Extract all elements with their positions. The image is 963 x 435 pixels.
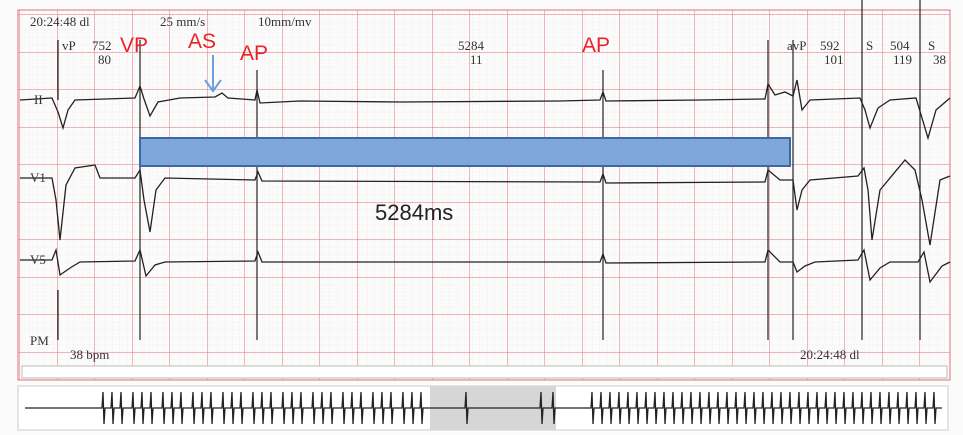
marker-label: vP bbox=[62, 38, 76, 53]
lead-label: II bbox=[34, 92, 43, 107]
lead-label: V5 bbox=[30, 252, 46, 267]
ecg-screenshot: 20:24:48 dl 25 mm/s 10mm/mv vP 752 80 52… bbox=[0, 0, 963, 435]
marker-value: 752 bbox=[92, 38, 112, 53]
annotation: AP bbox=[240, 42, 268, 65]
footer-rate: 38 bpm bbox=[70, 347, 109, 362]
page: {"header": {"time": "20:24:48 dl", "spee… bbox=[0, 0, 963, 435]
marker-value: 504 bbox=[890, 38, 910, 53]
major-grid bbox=[18, 10, 950, 380]
marker-value: 38 bbox=[933, 52, 946, 67]
marker-value: 592 bbox=[820, 38, 840, 53]
marker-value: 11 bbox=[470, 52, 483, 67]
footer-mode: PM bbox=[30, 333, 49, 348]
annotation: AS bbox=[188, 30, 216, 53]
header-speed: 25 mm/s bbox=[160, 14, 205, 29]
marker-label: avP bbox=[787, 38, 807, 53]
annotation: VP bbox=[120, 34, 148, 57]
marker-value: 5284 bbox=[458, 38, 485, 53]
event-bar bbox=[22, 366, 947, 378]
marker-label: S bbox=[866, 38, 873, 53]
annotation: AP bbox=[582, 34, 610, 57]
lead-label: V1 bbox=[30, 170, 46, 185]
marker-value: 119 bbox=[893, 52, 912, 67]
footer-time: 20:24:48 dl bbox=[800, 347, 860, 362]
measurement: 5284ms bbox=[375, 200, 453, 225]
header-gain: 10mm/mv bbox=[258, 14, 312, 29]
marker-value: 80 bbox=[98, 52, 111, 67]
marker-label: S bbox=[928, 38, 935, 53]
marker-value: 101 bbox=[824, 52, 844, 67]
interval-bar bbox=[140, 138, 790, 166]
header-time: 20:24:48 dl bbox=[30, 14, 90, 29]
